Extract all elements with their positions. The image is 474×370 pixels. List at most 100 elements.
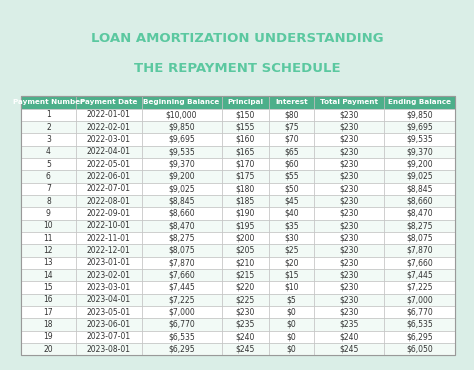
Text: $7,870: $7,870 — [406, 246, 433, 255]
Bar — [222, 269, 269, 281]
Bar — [75, 244, 142, 256]
Text: $230: $230 — [339, 270, 359, 279]
Text: Principal: Principal — [227, 100, 263, 105]
Text: 2022-11-01: 2022-11-01 — [87, 233, 130, 242]
Text: $8,660: $8,660 — [406, 196, 433, 205]
Bar — [75, 269, 142, 281]
Bar — [384, 121, 455, 133]
Text: $8,275: $8,275 — [168, 233, 195, 242]
Bar — [142, 158, 222, 170]
Text: $6,295: $6,295 — [168, 344, 195, 353]
Bar — [314, 256, 384, 269]
Bar — [21, 170, 75, 182]
Bar — [142, 108, 222, 121]
Text: $7,660: $7,660 — [168, 270, 195, 279]
Text: $190: $190 — [236, 209, 255, 218]
Text: THE REPAYMENT SCHEDULE: THE REPAYMENT SCHEDULE — [134, 62, 340, 75]
Text: $240: $240 — [339, 332, 359, 341]
Bar — [314, 281, 384, 293]
Bar — [21, 145, 75, 158]
Text: 9: 9 — [46, 209, 51, 218]
Text: $50: $50 — [284, 184, 299, 193]
Bar — [222, 219, 269, 232]
Text: 2022-09-01: 2022-09-01 — [87, 209, 130, 218]
Bar — [222, 293, 269, 306]
Text: 12: 12 — [44, 246, 53, 255]
Text: $8,075: $8,075 — [168, 246, 195, 255]
Bar — [222, 121, 269, 133]
Text: $240: $240 — [236, 332, 255, 341]
Bar — [222, 195, 269, 207]
Bar — [314, 158, 384, 170]
Bar — [75, 219, 142, 232]
Bar — [21, 244, 75, 256]
Bar — [222, 306, 269, 318]
Text: $9,535: $9,535 — [406, 135, 433, 144]
Bar — [269, 256, 314, 269]
Text: $30: $30 — [284, 233, 299, 242]
Bar — [142, 96, 222, 108]
Bar — [269, 232, 314, 244]
Text: $40: $40 — [284, 209, 299, 218]
Bar — [75, 281, 142, 293]
Text: Payment Number: Payment Number — [13, 100, 84, 105]
Bar — [75, 293, 142, 306]
Bar — [142, 330, 222, 343]
Bar — [269, 244, 314, 256]
Bar — [384, 158, 455, 170]
Text: LOAN AMORTIZATION UNDERSTANDING: LOAN AMORTIZATION UNDERSTANDING — [91, 32, 383, 46]
Text: $20: $20 — [284, 258, 299, 267]
Text: $9,200: $9,200 — [406, 159, 433, 168]
Text: 2022-01-01: 2022-01-01 — [87, 110, 130, 119]
Bar — [314, 269, 384, 281]
Text: $8,660: $8,660 — [168, 209, 195, 218]
Text: 20: 20 — [44, 344, 53, 353]
Text: 18: 18 — [44, 320, 53, 329]
Text: 2: 2 — [46, 122, 51, 131]
Text: $230: $230 — [339, 122, 359, 131]
Bar — [314, 306, 384, 318]
Bar — [21, 232, 75, 244]
Bar — [314, 293, 384, 306]
Text: $230: $230 — [339, 209, 359, 218]
Bar — [142, 232, 222, 244]
Text: Payment Date: Payment Date — [80, 100, 137, 105]
Text: $160: $160 — [236, 135, 255, 144]
Bar — [222, 158, 269, 170]
Bar — [269, 195, 314, 207]
Text: Ending Balance: Ending Balance — [388, 100, 451, 105]
Text: 4: 4 — [46, 147, 51, 156]
Text: $195: $195 — [236, 221, 255, 230]
Text: 2023-04-01: 2023-04-01 — [86, 295, 131, 304]
Bar — [384, 293, 455, 306]
Text: $8,470: $8,470 — [168, 221, 195, 230]
Bar — [75, 256, 142, 269]
Bar — [269, 133, 314, 145]
Text: $5: $5 — [286, 295, 296, 304]
Text: $200: $200 — [236, 233, 255, 242]
Text: $9,535: $9,535 — [168, 147, 195, 156]
Text: $185: $185 — [236, 196, 255, 205]
Bar — [269, 158, 314, 170]
Text: $230: $230 — [339, 233, 359, 242]
Text: $10,000: $10,000 — [166, 110, 197, 119]
Text: 2023-07-01: 2023-07-01 — [86, 332, 131, 341]
Bar — [75, 158, 142, 170]
Bar — [314, 133, 384, 145]
Text: $6,535: $6,535 — [168, 332, 195, 341]
Bar — [222, 145, 269, 158]
Bar — [142, 244, 222, 256]
Bar — [142, 182, 222, 195]
Bar — [314, 232, 384, 244]
Text: $10: $10 — [284, 283, 299, 292]
Text: $60: $60 — [284, 159, 299, 168]
Bar — [75, 306, 142, 318]
Text: $0: $0 — [286, 344, 296, 353]
Bar — [269, 145, 314, 158]
Text: $8,845: $8,845 — [168, 196, 195, 205]
Bar — [384, 133, 455, 145]
Text: $230: $230 — [339, 258, 359, 267]
Text: $6,535: $6,535 — [406, 320, 433, 329]
Text: $230: $230 — [339, 283, 359, 292]
Bar — [21, 207, 75, 219]
